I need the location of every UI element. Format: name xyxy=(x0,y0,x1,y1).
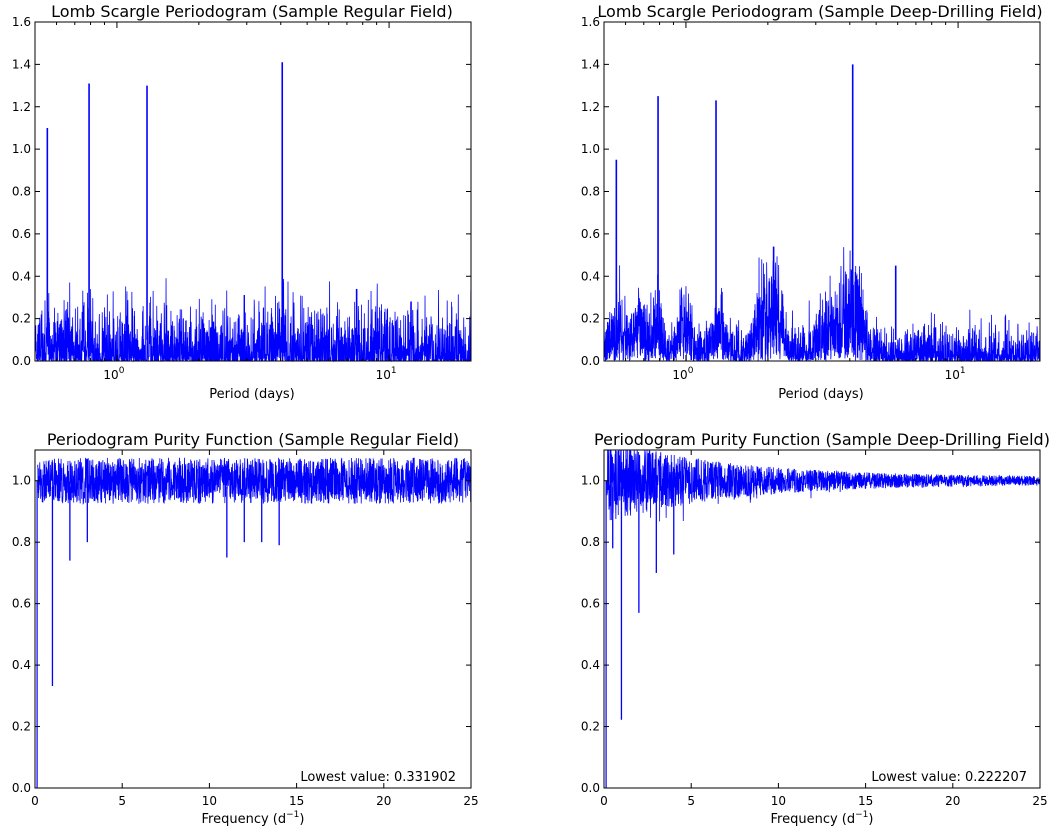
y-tick-label: 1.0 xyxy=(581,474,600,488)
y-tick-label: 0.6 xyxy=(581,227,600,241)
y-tick-label: 0.0 xyxy=(581,354,600,368)
x-tick-label: 25 xyxy=(1032,794,1047,808)
x-tick-label: 100 xyxy=(672,366,693,382)
periodogram-deep-drilling-panel: Lomb Scargle Periodogram (Sample Deep-Dr… xyxy=(581,2,1043,402)
lowest-value-annotation: Lowest value: 0.331902 xyxy=(300,770,456,785)
y-tick-label: 0.8 xyxy=(12,535,31,549)
periodogram-series-line xyxy=(34,278,472,363)
periodogram-regular-panel: Lomb Scargle Periodogram (Sample Regular… xyxy=(12,2,472,402)
y-tick-label: 0.0 xyxy=(12,354,31,368)
y-tick-label: 0.0 xyxy=(581,781,600,795)
y-tick-label: 0.4 xyxy=(12,658,31,672)
y-tick-label: 1.4 xyxy=(581,57,600,71)
x-tick-label: 0 xyxy=(31,794,39,808)
axes-frame xyxy=(603,21,1041,362)
x-tick-label: 10 xyxy=(771,794,786,808)
purity-series-line xyxy=(606,449,1041,522)
x-tick-label: 5 xyxy=(687,794,695,808)
x-tick-label: 100 xyxy=(103,366,124,382)
x-tick-label: 0 xyxy=(600,794,608,808)
y-tick-label: 0.2 xyxy=(581,720,600,734)
y-tick-label: 0.6 xyxy=(12,227,31,241)
purity-deep-drilling-panel: Periodogram Purity Function (Sample Deep… xyxy=(581,430,1050,827)
y-tick-label: 0.4 xyxy=(581,658,600,672)
axes-frame xyxy=(34,21,472,362)
y-tick-label: 0.2 xyxy=(581,312,600,326)
y-tick-label: 1.6 xyxy=(12,15,31,29)
x-axis-label: Frequency (d−1) xyxy=(202,810,305,827)
y-tick-label: 0.0 xyxy=(12,781,31,795)
x-tick-label: 15 xyxy=(289,794,304,808)
x-tick-label: 101 xyxy=(945,366,966,382)
chart-title: Periodogram Purity Function (Sample Regu… xyxy=(47,430,459,449)
y-tick-label: 0.4 xyxy=(12,269,31,283)
chart-title: Periodogram Purity Function (Sample Deep… xyxy=(594,430,1050,449)
x-tick-label: 10 xyxy=(202,794,217,808)
purity-regular-panel: Periodogram Purity Function (Sample Regu… xyxy=(12,430,479,827)
y-tick-label: 0.6 xyxy=(12,597,31,611)
y-tick-label: 0.6 xyxy=(581,597,600,611)
x-axis-label: Period (days) xyxy=(209,387,295,402)
y-tick-label: 0.4 xyxy=(581,269,600,283)
axes-frame xyxy=(34,449,472,789)
y-tick-label: 1.2 xyxy=(12,100,31,114)
x-tick-label: 101 xyxy=(376,366,397,382)
y-tick-label: 1.4 xyxy=(12,57,31,71)
x-tick-label: 5 xyxy=(118,794,126,808)
y-tick-label: 0.2 xyxy=(12,720,31,734)
chart-title: Lomb Scargle Periodogram (Sample Regular… xyxy=(51,2,453,21)
lowest-value-annotation: Lowest value: 0.222207 xyxy=(871,770,1027,785)
y-tick-label: 0.2 xyxy=(12,312,31,326)
x-tick-label: 20 xyxy=(376,794,391,808)
purity-series-line xyxy=(37,457,472,505)
y-tick-label: 0.8 xyxy=(581,185,600,199)
axes-frame xyxy=(603,449,1041,789)
x-axis-label: Frequency (d−1) xyxy=(771,810,874,827)
x-tick-label: 15 xyxy=(858,794,873,808)
y-tick-label: 1.6 xyxy=(581,15,600,29)
periodogram-series-line xyxy=(603,247,1041,363)
y-tick-label: 1.0 xyxy=(581,142,600,156)
y-tick-label: 0.8 xyxy=(12,185,31,199)
x-tick-label: 20 xyxy=(945,794,960,808)
y-tick-label: 0.8 xyxy=(581,535,600,549)
x-axis-label: Period (days) xyxy=(778,387,864,402)
chart-title: Lomb Scargle Periodogram (Sample Deep-Dr… xyxy=(597,2,1042,21)
y-tick-label: 1.2 xyxy=(581,100,600,114)
y-tick-label: 1.0 xyxy=(12,142,31,156)
x-tick-label: 25 xyxy=(463,794,478,808)
y-tick-label: 1.0 xyxy=(12,474,31,488)
